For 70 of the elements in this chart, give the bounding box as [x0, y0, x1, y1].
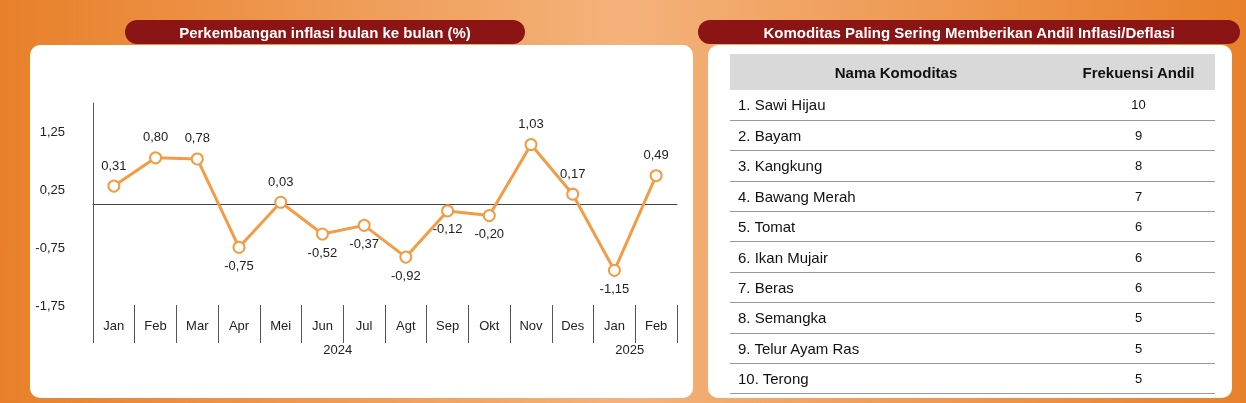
category-label: 3. Kangkung [737, 156, 824, 177]
y-tick-label: -1,75 [35, 297, 65, 313]
x-tick-label: Jun [311, 318, 333, 333]
x-tick-label: Jan [603, 318, 625, 333]
data-label: 5 [1133, 309, 1144, 328]
data-label: -0,75 [224, 257, 254, 273]
category-label: 8. Semangka [737, 308, 828, 329]
point [190, 152, 204, 166]
x-tick-label: Nov [519, 318, 544, 333]
data-label: -0,37 [349, 235, 379, 251]
data-label: 8 [1133, 157, 1144, 176]
x-tick-label: Feb [644, 318, 668, 333]
data-label: -1,15 [599, 280, 630, 296]
point [399, 250, 413, 264]
x-tick-label: Apr [228, 318, 250, 333]
y-tick-label: 1,25 [39, 124, 65, 140]
x-tick-label: Sep [436, 318, 460, 333]
y-tick-label: 0,25 [39, 182, 65, 198]
category-label: 10. Terong [737, 369, 810, 390]
data-label: -0,92 [391, 267, 421, 283]
chart-title: Perkembangan inflasi bulan ke bulan (%) [125, 20, 525, 44]
x-tick-label: Agt [396, 318, 416, 333]
data-label: 6 [1133, 279, 1144, 298]
point [315, 227, 329, 241]
data-label: 7 [1133, 187, 1144, 206]
category-label: 5. Tomat [737, 217, 797, 238]
text: 2024 [323, 342, 353, 357]
point [357, 218, 371, 232]
text: Komoditas Paling Sering Memberikan Andil Inflasi/Deflasi [698, 20, 1240, 44]
data-label: 0,31 [101, 157, 127, 173]
data-label: 0,49 [643, 147, 669, 163]
x-tick-label: Jul [355, 318, 373, 333]
category-label: 9. Telur Ayam Ras [737, 338, 861, 359]
point [232, 240, 246, 254]
data-label: 10 [1130, 96, 1147, 115]
data-label: 5 [1133, 339, 1144, 358]
data-label: 1,03 [518, 116, 544, 132]
point [107, 179, 121, 193]
data-label: 0,78 [184, 130, 210, 146]
point [482, 209, 496, 223]
x-tick-label: Okt [479, 318, 500, 333]
x-tick-label: Mei [270, 318, 292, 333]
data-label: 0,80 [142, 129, 169, 145]
category-label: 6. Ikan Mujair [737, 247, 830, 268]
data-label: -0,12 [432, 221, 463, 237]
point [524, 138, 538, 152]
data-label: 6 [1133, 218, 1144, 237]
x-tick-label: Jan [103, 318, 125, 333]
point [566, 187, 580, 201]
point [441, 204, 455, 218]
point [274, 195, 288, 209]
point [649, 169, 663, 183]
x-tick-label: Mar [186, 318, 210, 333]
point [149, 151, 163, 165]
data-label: 0,17 [560, 165, 586, 181]
text: 2025 [615, 342, 645, 357]
y-tick-label: -0,75 [35, 239, 65, 255]
data-label: 5 [1133, 370, 1144, 389]
data-label: -0,20 [474, 226, 505, 242]
data-label: 6 [1133, 248, 1144, 267]
x-tick-label: Feb [144, 318, 167, 333]
category-label: 4. Bawang Merah [737, 186, 857, 207]
category-label: 7. Beras [737, 278, 795, 299]
point [607, 263, 621, 277]
data-label: 0,03 [268, 173, 294, 189]
x-tick-label: Des [561, 318, 585, 333]
category-label: 1. Sawi Hijau [737, 95, 827, 116]
category-label: 2. Bayam [737, 126, 803, 147]
data-label: -0,52 [307, 244, 338, 260]
data-label: 9 [1133, 127, 1144, 146]
